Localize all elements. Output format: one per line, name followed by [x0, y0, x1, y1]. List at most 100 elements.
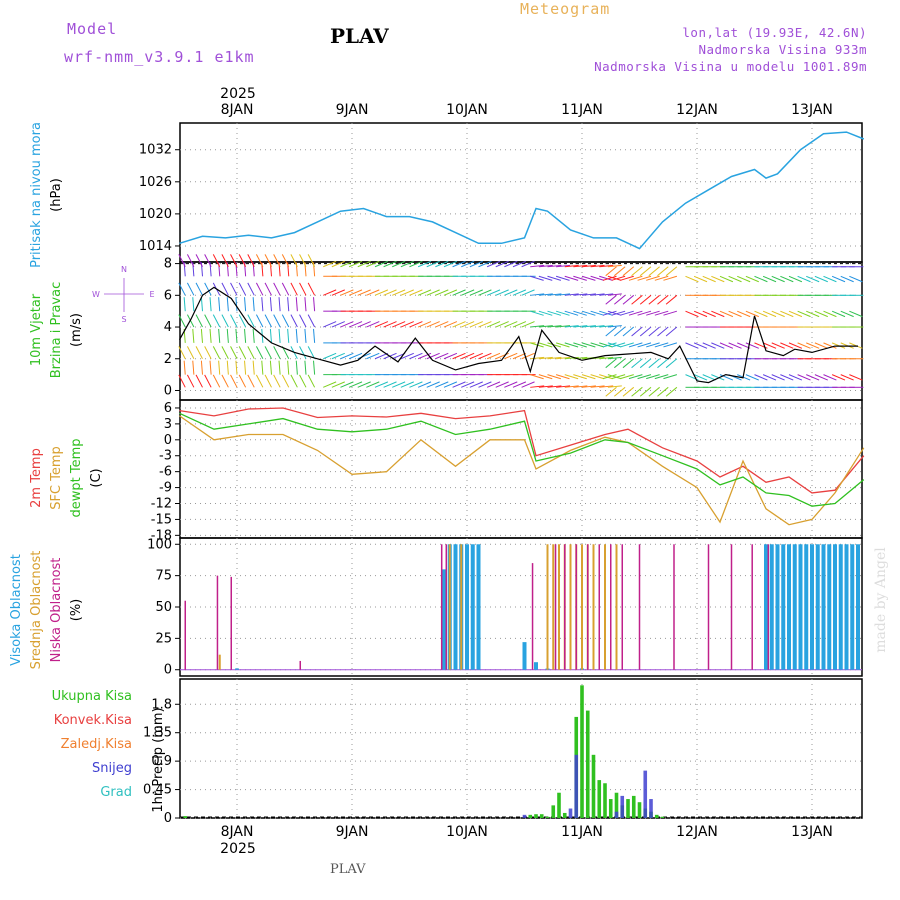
wind-arrow: [745, 342, 759, 349]
wind-arrow: [273, 374, 281, 388]
wind-arrow: [530, 374, 544, 380]
wind-arrow: [461, 289, 475, 296]
wind-arrow: [581, 310, 596, 316]
wind-arrow: [178, 282, 186, 296]
precip-legend-item: Snijeg: [92, 761, 132, 776]
wind-arrow: [573, 374, 587, 380]
wind-arrow: [221, 346, 229, 359]
y-tick-label: 0: [164, 383, 172, 398]
wind-arrow: [547, 325, 562, 328]
wind-arrow: [590, 385, 605, 388]
wind-arrow: [573, 325, 588, 328]
pressure-line: [179, 131, 865, 250]
wind-arrow: [620, 275, 634, 281]
elevation-info: Nadmorska Visina 933m: [698, 42, 867, 57]
wind-arrow: [264, 374, 272, 388]
wind-arrow: [702, 374, 716, 381]
wind-arrow: [295, 360, 298, 375]
y-tick-label: 0: [164, 663, 172, 678]
wind-arrow: [657, 266, 669, 277]
wind-arrow: [648, 294, 660, 305]
wind-arrow: [186, 254, 195, 267]
wind-arrow: [281, 374, 290, 388]
cloud-bar: [569, 544, 572, 670]
wind-arrow: [212, 374, 221, 388]
wind-arrow: [200, 360, 203, 375]
wind-arrow: [261, 360, 264, 375]
wind-arrow: [221, 314, 229, 328]
wind-arrow: [602, 310, 617, 316]
cloud-bar: [470, 544, 475, 670]
wind-arrow: [348, 321, 363, 328]
wind-arrow: [435, 352, 449, 360]
wind-arrow: [400, 260, 414, 268]
wind-arrow: [639, 266, 652, 277]
wind-arrow: [745, 374, 759, 381]
wind-arrow: [654, 374, 669, 380]
wind-arrow: [357, 381, 371, 388]
wind-arrow: [538, 293, 553, 296]
wind-arrow: [299, 346, 307, 359]
precip-bar: [580, 685, 584, 818]
wind-arrow: [771, 275, 785, 283]
wind-arrow: [538, 356, 553, 360]
wind-arrow: [538, 275, 553, 281]
precip-bar: [551, 805, 556, 818]
y-tick-label: 1032: [139, 143, 172, 158]
wind-arrow: [264, 254, 272, 267]
wind-arrow: [665, 386, 678, 397]
wind-arrow: [195, 374, 203, 388]
wind-arrow: [631, 266, 643, 277]
wind-arrow: [366, 321, 380, 328]
precip-bar: [597, 780, 602, 818]
wind-arrow: [443, 260, 458, 268]
x-tick-label-bottom: 11JAN: [561, 824, 603, 840]
ylabel-clouds: Visoka Oblacnost: [9, 554, 24, 666]
ylabel-temperature: 2m Temp: [29, 448, 44, 508]
wind-arrow: [840, 374, 854, 381]
wind-arrow: [620, 310, 634, 316]
wind-arrow: [823, 275, 837, 283]
wind-arrow: [581, 293, 596, 296]
precip-bar: [585, 710, 590, 818]
precip-bar: [534, 814, 538, 818]
wind-arrow: [639, 326, 652, 337]
wind-arrow: [711, 310, 725, 318]
precip-bar: [574, 754, 579, 818]
wind-arrow: [521, 321, 535, 328]
wind-arrow: [247, 346, 255, 359]
wind-arrow: [230, 254, 238, 267]
wind-arrow: [357, 321, 371, 328]
wind-arrow: [788, 374, 803, 381]
wind-arrow: [547, 374, 562, 380]
cloud-bar: [815, 544, 820, 670]
wind-arrow: [287, 328, 290, 343]
cloud-bar: [476, 544, 481, 670]
wind-arrow: [348, 352, 363, 360]
wind-arrow: [486, 321, 501, 328]
precip-bar: [522, 814, 527, 818]
ylabel-clouds: Srednja Oblacnost: [29, 551, 44, 670]
wind-arrow: [530, 293, 545, 296]
wind-arrow: [238, 346, 247, 359]
wind-arrow: [281, 254, 290, 267]
wind-arrow: [637, 275, 652, 281]
wind-arrow: [702, 275, 716, 283]
cloud-bar: [465, 544, 469, 670]
wind-arrow: [452, 381, 466, 388]
wind-arrow: [264, 314, 272, 328]
wind-arrow: [823, 310, 837, 318]
wind-arrow: [238, 254, 247, 267]
wind-arrow: [366, 352, 380, 360]
cloud-bar: [798, 544, 803, 670]
compass-s: S: [121, 315, 126, 324]
lonlat-info: lon,lat (19.93E, 42.6N): [682, 25, 867, 40]
wind-arrow: [417, 352, 432, 360]
wind-arrow: [622, 326, 635, 337]
wind-arrow: [195, 314, 203, 328]
wind-arrow: [409, 321, 423, 328]
wind-arrow: [607, 385, 622, 388]
wind-arrow: [374, 321, 389, 328]
wind-arrow: [313, 328, 316, 343]
wind-arrow: [307, 282, 316, 296]
